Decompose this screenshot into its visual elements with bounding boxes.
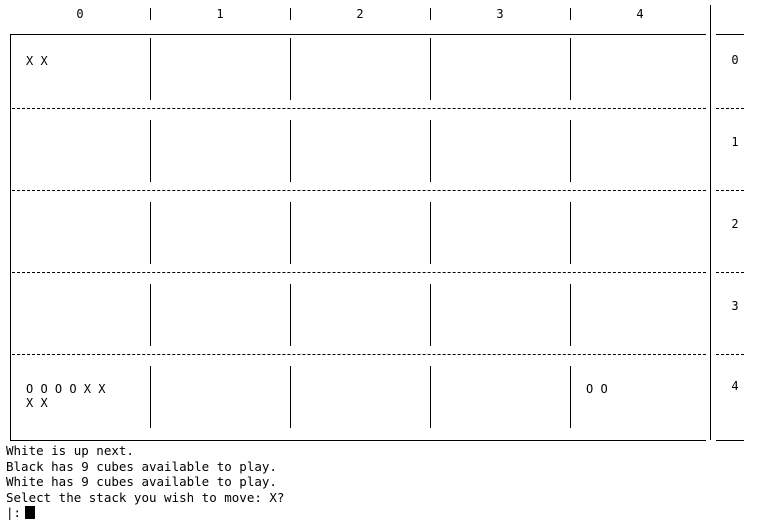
cell-separator xyxy=(570,120,571,182)
header-separator xyxy=(430,8,431,20)
row-separator xyxy=(716,354,744,355)
board-cell-3-0[interactable] xyxy=(10,282,150,364)
cell-separator xyxy=(430,366,431,428)
cell-separator xyxy=(290,202,291,264)
board-cell-0-2[interactable] xyxy=(290,36,430,118)
row-label-4: 4 xyxy=(731,379,739,393)
row-label-border xyxy=(716,34,744,35)
board-cell-3-1[interactable] xyxy=(150,282,290,364)
cell-separator xyxy=(150,38,151,100)
cell-separator xyxy=(570,202,571,264)
board-cell-2-1[interactable] xyxy=(150,200,290,282)
board-cell-3-4[interactable] xyxy=(570,282,710,364)
board-right-border xyxy=(710,5,711,440)
header-separator xyxy=(150,8,151,20)
cell-separator xyxy=(570,284,571,346)
board-cell-2-2[interactable] xyxy=(290,200,430,282)
board-bottom-border xyxy=(10,440,706,441)
row-label-3: 3 xyxy=(731,299,739,313)
board-cell-1-0[interactable] xyxy=(10,118,150,200)
cell-separator xyxy=(570,366,571,428)
cell-separator xyxy=(430,284,431,346)
status-line-turn: White is up next. xyxy=(6,443,134,458)
board-cell-4-4[interactable]: O O xyxy=(570,364,710,446)
board-cell-0-4[interactable] xyxy=(570,36,710,118)
board-cell-1-2[interactable] xyxy=(290,118,430,200)
cell-separator xyxy=(150,120,151,182)
board-cell-4-0[interactable]: O O O O X X X X xyxy=(10,364,150,446)
board-cell-2-3[interactable] xyxy=(430,200,570,282)
board-cell-4-2[interactable] xyxy=(290,364,430,446)
cell-separator xyxy=(430,120,431,182)
prompt-symbol: |: xyxy=(6,505,22,520)
row-label-0: 0 xyxy=(731,53,739,67)
board-cell-4-1[interactable] xyxy=(150,364,290,446)
header-separator xyxy=(570,8,571,20)
board-cell-1-1[interactable] xyxy=(150,118,290,200)
board-cell-0-3[interactable] xyxy=(430,36,570,118)
cell-separator xyxy=(150,202,151,264)
header-separator xyxy=(290,8,291,20)
cell-separator xyxy=(150,284,151,346)
text-cursor[interactable] xyxy=(25,506,36,520)
board-cell-3-3[interactable] xyxy=(430,282,570,364)
status-line-black-cubes: Black has 9 cubes available to play. xyxy=(6,458,277,474)
board-cell-1-4[interactable] xyxy=(570,118,710,200)
row-separator xyxy=(12,354,706,355)
row-separator xyxy=(12,190,706,191)
cell-separator xyxy=(430,38,431,100)
cell-separator xyxy=(290,38,291,100)
cell-separator xyxy=(430,202,431,264)
column-label-4: 4 xyxy=(636,7,644,21)
cell-separator xyxy=(290,366,291,428)
row-separator xyxy=(716,108,744,109)
cell-separator xyxy=(290,284,291,346)
board-left-border xyxy=(10,34,11,440)
cell-separator xyxy=(150,366,151,428)
row-separator xyxy=(716,272,744,273)
status-line-white-cubes: White has 9 cubes available to play. xyxy=(6,474,277,489)
cell-separator xyxy=(570,38,571,100)
command-input-line[interactable]: |: xyxy=(6,505,766,521)
status-line-prompt-question: Select the stack you wish to move: X? xyxy=(6,489,285,505)
stack-pieces: O O O O X X X X xyxy=(26,382,106,410)
game-board: 0 1 2 3 4 0 1 2 3 4 X X O O O O X X X X O … xyxy=(10,5,744,446)
terminal-output: White is up next. Black has 9 cubes avai… xyxy=(6,443,766,521)
board-cell-3-2[interactable] xyxy=(290,282,430,364)
row-separator xyxy=(716,190,744,191)
column-label-0: 0 xyxy=(76,7,84,21)
row-label-2: 2 xyxy=(731,217,739,231)
board-cell-0-0[interactable]: X X xyxy=(10,36,150,118)
board-cell-4-3[interactable] xyxy=(430,364,570,446)
board-top-border xyxy=(10,34,706,35)
cell-separator xyxy=(290,120,291,182)
column-label-1: 1 xyxy=(216,7,224,21)
board-cell-2-0[interactable] xyxy=(10,200,150,282)
board-cell-1-3[interactable] xyxy=(430,118,570,200)
stack-pieces: X X xyxy=(26,54,48,68)
stack-pieces: O O xyxy=(586,382,608,396)
row-label-border xyxy=(716,440,744,441)
row-separator xyxy=(12,272,706,273)
row-separator xyxy=(12,108,706,109)
row-label-1: 1 xyxy=(731,135,739,149)
column-label-2: 2 xyxy=(356,7,364,21)
board-cell-2-4[interactable] xyxy=(570,200,710,282)
board-cell-0-1[interactable] xyxy=(150,36,290,118)
column-label-3: 3 xyxy=(496,7,504,21)
